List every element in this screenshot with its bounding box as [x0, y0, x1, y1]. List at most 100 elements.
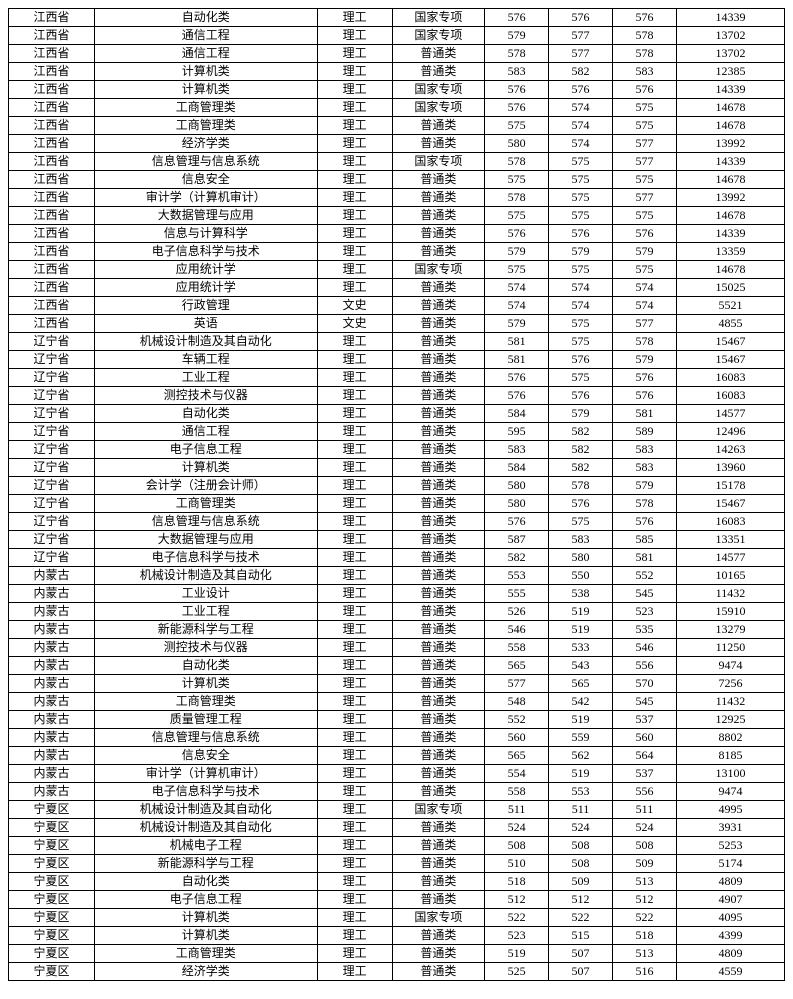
table-cell: 14263: [676, 441, 784, 459]
table-cell: 552: [485, 711, 549, 729]
table-cell: 理工: [317, 99, 392, 117]
table-cell: 电子信息工程: [94, 891, 317, 909]
table-cell: 江西省: [9, 27, 95, 45]
table-row: 内蒙古工业工程理工普通类52651952315910: [9, 603, 785, 621]
table-cell: 579: [613, 243, 677, 261]
table-cell: 558: [485, 783, 549, 801]
table-cell: 525: [485, 963, 549, 981]
table-cell: 522: [485, 909, 549, 927]
table-cell: 574: [485, 279, 549, 297]
table-cell: 565: [549, 675, 613, 693]
table-cell: 579: [485, 315, 549, 333]
table-cell: 普通类: [392, 837, 485, 855]
table-cell: 江西省: [9, 297, 95, 315]
table-cell: 普通类: [392, 945, 485, 963]
table-cell: 辽宁省: [9, 531, 95, 549]
table-cell: 579: [485, 243, 549, 261]
table-cell: 518: [613, 927, 677, 945]
table-cell: 545: [613, 585, 677, 603]
table-cell: 宁夏区: [9, 819, 95, 837]
table-cell: 辽宁省: [9, 405, 95, 423]
table-cell: 理工: [317, 693, 392, 711]
table-cell: 3931: [676, 819, 784, 837]
table-cell: 576: [485, 81, 549, 99]
table-cell: 576: [549, 9, 613, 27]
table-cell: 江西省: [9, 45, 95, 63]
table-row: 宁夏区新能源科学与工程理工普通类5105085095174: [9, 855, 785, 873]
table-cell: 辽宁省: [9, 441, 95, 459]
table-cell: 普通类: [392, 405, 485, 423]
table-cell: 511: [485, 801, 549, 819]
table-cell: 普通类: [392, 423, 485, 441]
table-cell: 575: [549, 171, 613, 189]
table-cell: 内蒙古: [9, 621, 95, 639]
table-cell: 582: [549, 459, 613, 477]
table-cell: 理工: [317, 351, 392, 369]
table-cell: 548: [485, 693, 549, 711]
table-cell: 辽宁省: [9, 477, 95, 495]
table-cell: 理工: [317, 927, 392, 945]
table-cell: 574: [485, 297, 549, 315]
table-row: 江西省大数据管理与应用理工普通类57557557514678: [9, 207, 785, 225]
table-cell: 507: [549, 945, 613, 963]
table-cell: 574: [549, 117, 613, 135]
table-row: 江西省信息管理与信息系统理工国家专项57857557714339: [9, 153, 785, 171]
table-cell: 15178: [676, 477, 784, 495]
table-cell: 579: [485, 27, 549, 45]
table-cell: 理工: [317, 567, 392, 585]
table-row: 江西省计算机类理工国家专项57657657614339: [9, 81, 785, 99]
table-cell: 江西省: [9, 153, 95, 171]
table-row: 内蒙古计算机类理工普通类5775655707256: [9, 675, 785, 693]
table-cell: 理工: [317, 261, 392, 279]
table-cell: 14339: [676, 225, 784, 243]
table-cell: 578: [549, 477, 613, 495]
table-cell: 理工: [317, 729, 392, 747]
table-cell: 524: [613, 819, 677, 837]
table-cell: 580: [485, 477, 549, 495]
table-cell: 533: [549, 639, 613, 657]
table-row: 辽宁省电子信息科学与技术理工普通类58258058114577: [9, 549, 785, 567]
table-cell: 辽宁省: [9, 549, 95, 567]
table-row: 辽宁省自动化类理工普通类58457958114577: [9, 405, 785, 423]
table-cell: 理工: [317, 909, 392, 927]
table-cell: 质量管理工程: [94, 711, 317, 729]
table-row: 宁夏区机械电子工程理工普通类5085085085253: [9, 837, 785, 855]
table-cell: 513: [613, 945, 677, 963]
table-row: 内蒙古信息管理与信息系统理工普通类5605595608802: [9, 729, 785, 747]
table-cell: 574: [613, 279, 677, 297]
table-cell: 理工: [317, 495, 392, 513]
table-cell: 普通类: [392, 459, 485, 477]
table-cell: 15467: [676, 351, 784, 369]
table-cell: 11250: [676, 639, 784, 657]
table-cell: 578: [613, 495, 677, 513]
table-cell: 理工: [317, 477, 392, 495]
table-cell: 558: [485, 639, 549, 657]
table-cell: 普通类: [392, 675, 485, 693]
table-cell: 582: [549, 63, 613, 81]
table-row: 江西省经济学类理工普通类58057457713992: [9, 135, 785, 153]
table-cell: 7256: [676, 675, 784, 693]
table-cell: 理工: [317, 945, 392, 963]
table-cell: 576: [613, 9, 677, 27]
table-cell: 522: [549, 909, 613, 927]
table-cell: 理工: [317, 657, 392, 675]
table-row: 江西省计算机类理工普通类58358258312385: [9, 63, 785, 81]
table-cell: 526: [485, 603, 549, 621]
table-cell: 理工: [317, 819, 392, 837]
table-cell: 519: [549, 621, 613, 639]
table-row: 江西省通信工程理工普通类57857757813702: [9, 45, 785, 63]
table-cell: 508: [549, 837, 613, 855]
table-cell: 576: [485, 513, 549, 531]
table-cell: 普通类: [392, 513, 485, 531]
table-row: 辽宁省信息管理与信息系统理工普通类57657557616083: [9, 513, 785, 531]
table-row: 江西省英语文史普通类5795755774855: [9, 315, 785, 333]
table-cell: 普通类: [392, 693, 485, 711]
table-cell: 595: [485, 423, 549, 441]
table-row: 内蒙古信息安全理工普通类5655625648185: [9, 747, 785, 765]
table-cell: 普通类: [392, 279, 485, 297]
table-cell: 524: [485, 819, 549, 837]
table-cell: 560: [485, 729, 549, 747]
table-row: 宁夏区经济学类理工普通类5255075164559: [9, 963, 785, 981]
table-cell: 581: [485, 333, 549, 351]
table-cell: 12925: [676, 711, 784, 729]
